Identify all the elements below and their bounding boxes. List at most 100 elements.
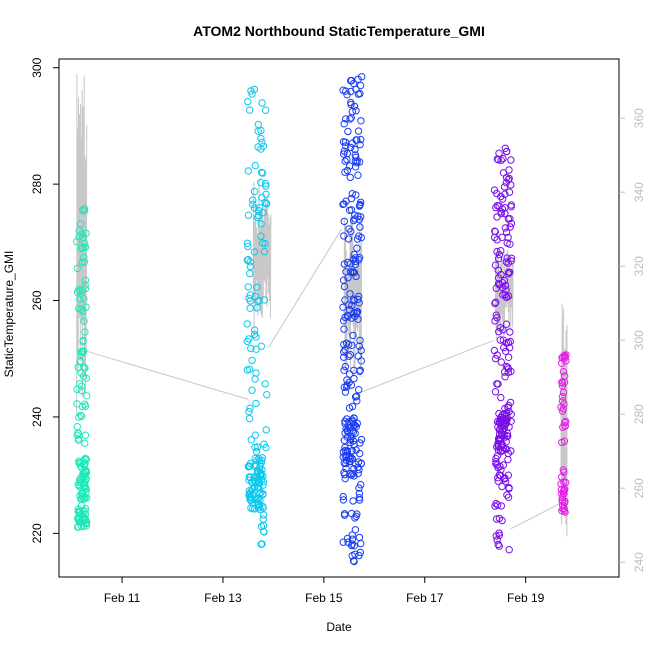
point-0-68 [82,485,91,493]
point-4-16 [559,368,568,376]
point-1-71 [246,459,255,468]
point-0-157 [77,411,85,419]
point-3-4 [494,540,502,549]
point-0-86 [80,513,88,521]
point-2-203 [341,388,350,396]
point-0-89 [74,505,83,513]
point-0-138 [78,243,87,252]
point-2-101 [347,98,355,107]
point-3-142 [502,362,510,370]
point-1-95 [250,204,259,212]
point-1-89 [257,134,265,143]
point-1-161 [243,320,251,328]
point-0-145 [78,382,86,390]
point-2-103 [345,301,353,309]
point-2-233 [341,419,349,428]
point-2-215 [343,383,351,391]
secondary-connector-3 [510,502,562,530]
point-2-244 [348,455,356,463]
x-tick-label-2: Feb 15 [305,591,343,605]
point-1-163 [258,138,266,147]
series-2 [339,73,366,566]
y2-tick-label-3: 300 [632,330,646,350]
point-3-153 [502,293,510,301]
point-1-99 [247,344,255,353]
point-3-61 [495,542,503,550]
point-3-155 [507,254,516,262]
point-3-112 [501,224,510,232]
point-0-78 [80,495,88,503]
point-1-141 [244,97,252,106]
point-3-161 [490,186,499,194]
point-3-126 [498,233,506,242]
point-0-122 [75,232,83,241]
point-1-80 [246,269,254,278]
point-2-202 [342,451,351,460]
series-0 [73,205,91,531]
point-2-59 [352,191,360,199]
point-4-51 [559,487,568,495]
point-3-213 [497,413,505,422]
point-3-45 [496,336,504,344]
point-2-110 [340,366,348,374]
y-tick-label-3: 280 [30,174,44,194]
point-1-126 [251,292,259,301]
point-2-170 [355,232,363,240]
point-2-195 [346,162,354,170]
point-1-158 [259,208,267,217]
point-1-152 [246,106,254,114]
point-3-80 [494,254,503,263]
point-2-134 [348,402,357,411]
point-4-50 [558,496,566,504]
x-tick-label-1: Feb 13 [204,591,242,605]
point-0-83 [81,468,90,476]
point-2-44 [340,260,348,268]
point-3-130 [505,174,513,183]
point-1-120 [244,167,253,175]
point-3-110 [494,274,503,282]
point-3-94 [497,156,505,164]
point-1-81 [253,443,262,451]
point-0-99 [80,317,88,325]
point-3-7 [502,258,511,266]
point-2-54 [340,511,349,519]
point-1-147 [250,326,259,334]
point-1-148 [247,436,256,444]
point-4-39 [558,359,566,367]
point-4-38 [559,423,567,431]
point-3-210 [496,416,505,424]
point-3-33 [500,277,509,285]
point-3-164 [507,219,515,228]
point-1-64 [246,474,254,482]
point-2-58 [353,397,361,405]
point-2-116 [357,435,366,444]
point-3-119 [497,502,505,510]
point-2-19 [347,143,355,152]
point-3-103 [506,223,514,231]
point-2-212 [339,86,347,94]
point-3-83 [495,531,503,539]
point-4-12 [558,393,567,401]
point-2-128 [346,370,354,378]
chart-title: ATOM2 Northbound StaticTemperature_GMI [193,23,485,39]
secondary-connector-1 [267,228,342,348]
point-3-158 [507,201,515,209]
point-1-87 [261,180,270,188]
point-4-24 [558,473,566,481]
point-1-75 [251,477,259,485]
point-3-178 [504,432,512,440]
point-3-131 [500,183,509,191]
series-1 [243,85,271,548]
y-tick-label-2: 260 [30,290,44,310]
point-4-36 [559,388,568,397]
point-2-252 [341,446,349,455]
point-3-123 [497,192,505,201]
point-2-100 [341,296,349,304]
point-3-106 [501,204,509,212]
point-2-50 [355,256,363,264]
y-axis: 220 240 260 280 300 [30,57,59,543]
point-2-178 [345,378,353,387]
y2-tick-label-0: 240 [632,552,646,572]
point-2-48 [357,539,365,548]
